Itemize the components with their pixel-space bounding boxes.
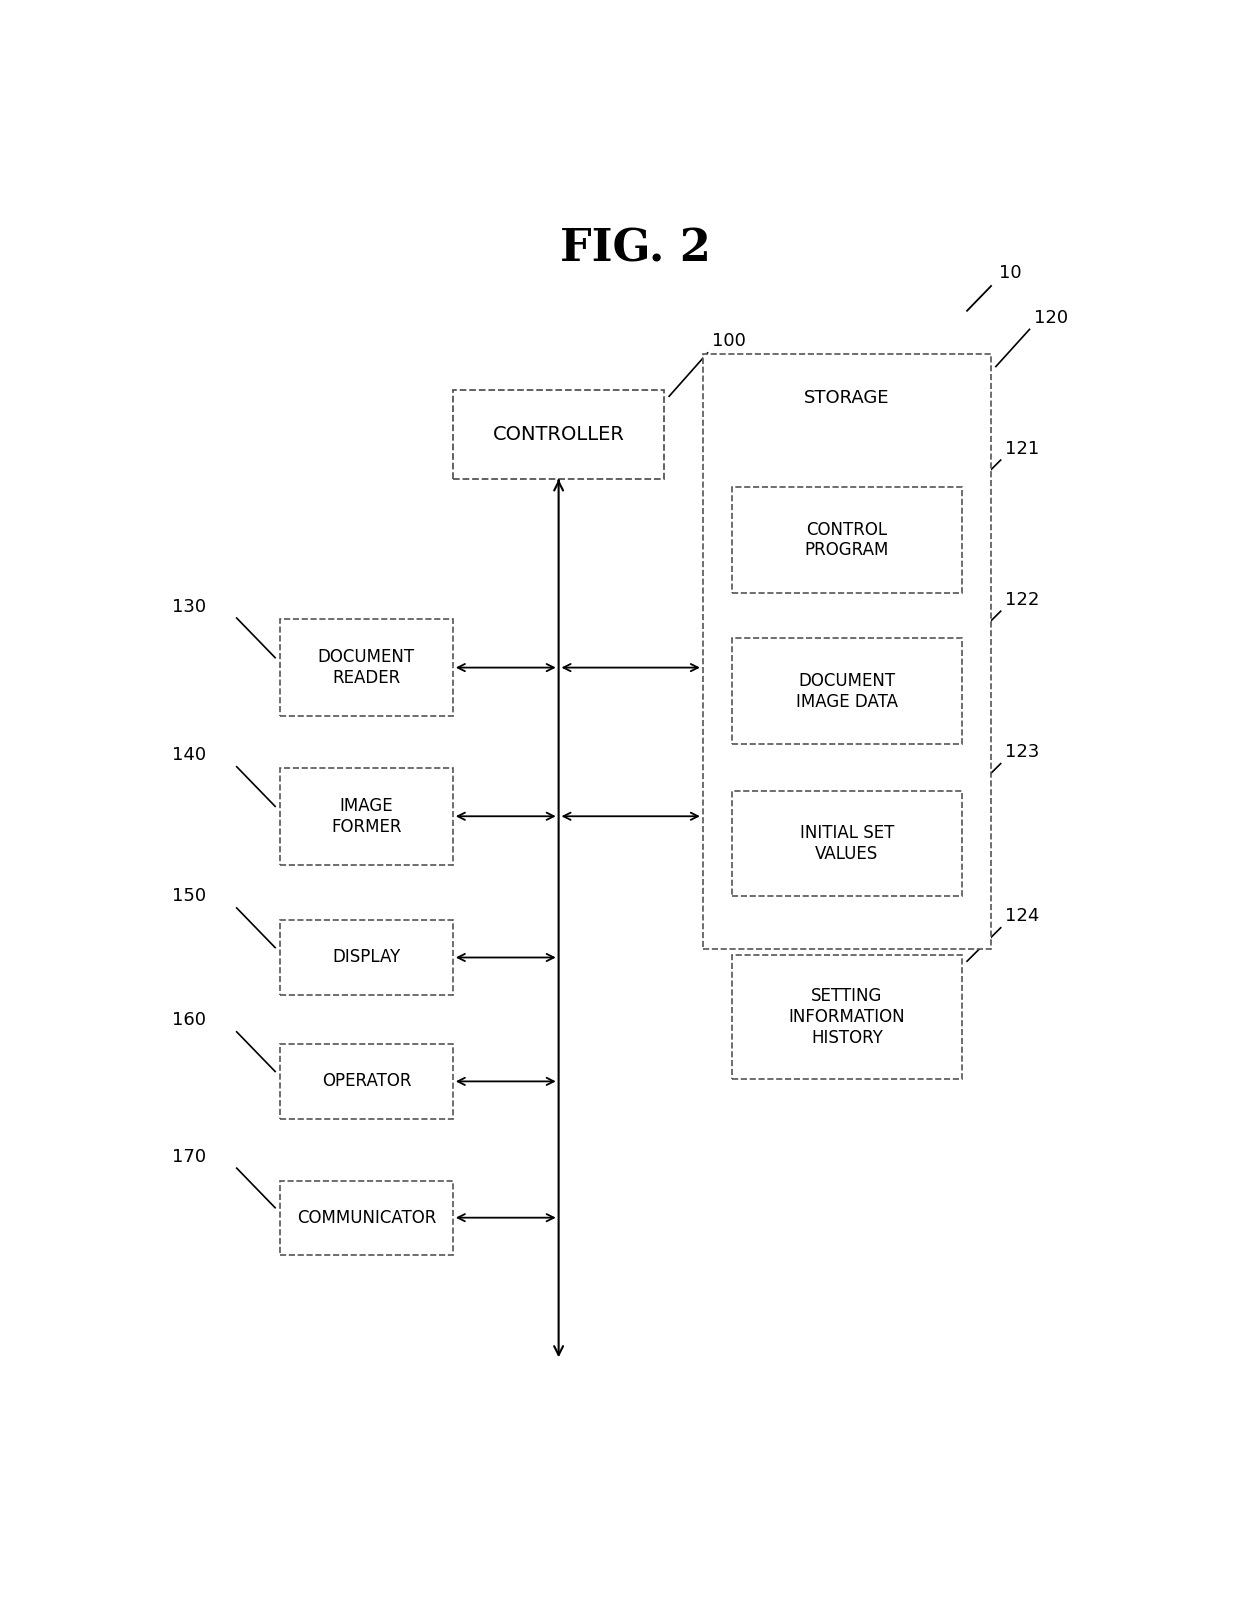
Text: COMMUNICATOR: COMMUNICATOR <box>296 1208 436 1226</box>
Text: DOCUMENT
IMAGE DATA: DOCUMENT IMAGE DATA <box>796 671 898 711</box>
Text: 170: 170 <box>171 1147 206 1165</box>
Text: 100: 100 <box>713 333 746 351</box>
Text: 123: 123 <box>1006 743 1040 761</box>
Text: DOCUMENT
READER: DOCUMENT READER <box>317 648 415 687</box>
Text: 130: 130 <box>171 597 206 616</box>
Bar <box>280 1044 453 1118</box>
Text: 140: 140 <box>171 747 206 764</box>
Text: STORAGE: STORAGE <box>805 388 889 407</box>
Text: 122: 122 <box>1006 591 1040 608</box>
Bar <box>732 639 962 743</box>
Bar <box>280 1181 453 1255</box>
Bar <box>703 354 991 949</box>
Bar <box>453 389 665 479</box>
Bar <box>280 920 453 994</box>
Text: IMAGE
FORMER: IMAGE FORMER <box>331 796 402 835</box>
Text: 120: 120 <box>1034 309 1069 327</box>
Text: 150: 150 <box>171 888 206 906</box>
Bar <box>732 792 962 896</box>
Bar <box>280 619 453 716</box>
Text: OPERATOR: OPERATOR <box>321 1072 412 1091</box>
Text: DISPLAY: DISPLAY <box>332 948 401 967</box>
Text: INITIAL SET
VALUES: INITIAL SET VALUES <box>800 824 894 862</box>
Text: CONTROLLER: CONTROLLER <box>492 425 625 444</box>
Bar <box>732 956 962 1080</box>
Text: 10: 10 <box>998 264 1022 282</box>
Text: FIG. 2: FIG. 2 <box>560 227 711 270</box>
Text: 160: 160 <box>171 1012 206 1030</box>
Bar <box>732 488 962 592</box>
Text: SETTING
INFORMATION
HISTORY: SETTING INFORMATION HISTORY <box>789 988 905 1047</box>
Bar <box>280 767 453 864</box>
Text: 121: 121 <box>1006 439 1039 457</box>
Text: 124: 124 <box>1006 907 1040 925</box>
Text: CONTROL
PROGRAM: CONTROL PROGRAM <box>805 521 889 560</box>
